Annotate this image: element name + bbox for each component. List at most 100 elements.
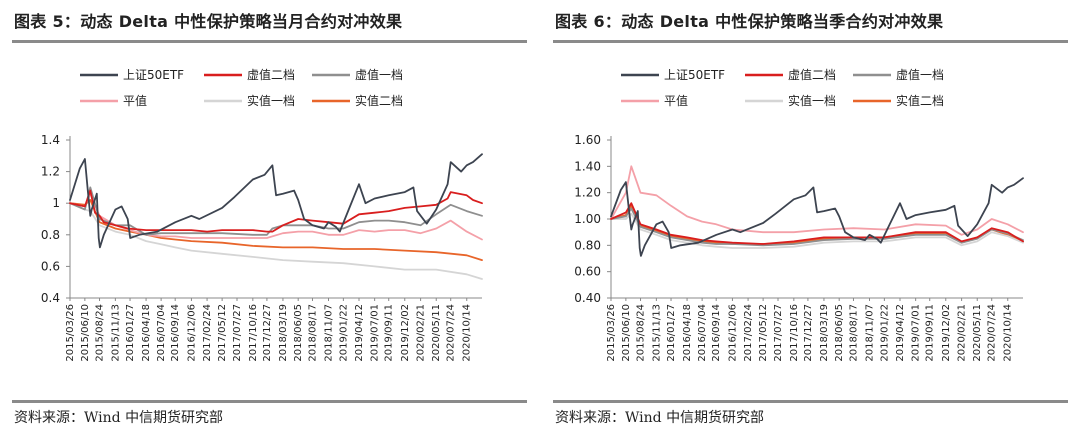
x-tick-label: 2019/01/22: [879, 304, 890, 362]
chart-title: 图表 5：动态 Delta 中性保护策略当月合约对冲效果: [14, 8, 402, 32]
x-tick-label: 2020/05/11: [972, 304, 983, 362]
legend-item: 上证50ETF: [621, 68, 725, 82]
x-tick-label: 2020/10/14: [1003, 304, 1014, 362]
y-tick-label: 1.20: [574, 186, 601, 200]
x-tick-label: 2017/02/24: [202, 304, 213, 362]
x-tick-label: 2015/08/24: [95, 304, 106, 362]
x-tick-label: 2019/09/11: [384, 304, 395, 362]
title-latin: Delta: [118, 12, 169, 31]
source-prefix: 资料来源：: [14, 410, 84, 426]
y-tick-label: 1.40: [574, 159, 601, 173]
x-tick-label: 2017/10/16: [248, 304, 259, 362]
x-tick-label: 2016/09/14: [170, 304, 181, 362]
y-tick-label: 0.80: [574, 238, 601, 252]
y-tick-label: 0.8: [41, 228, 60, 242]
series-line: [610, 177, 1024, 257]
x-tick-label: 2017/07/27: [232, 304, 243, 362]
source-wind: Wind: [625, 410, 662, 426]
x-tick-label: 2015/11/13: [651, 304, 662, 362]
x-tick-label: 2018/08/17: [848, 304, 859, 362]
series-line: [69, 153, 483, 249]
title-divider: [12, 40, 527, 43]
legend-label: 平值: [123, 93, 147, 108]
source-wind: Wind: [84, 410, 121, 426]
chart-panel-left: 图表 5：动态 Delta 中性保护策略当月合约对冲效果 上证50ETF 虚值二档…: [12, 0, 527, 434]
legend-item: 实值一档: [204, 93, 295, 108]
legend-item: 平值: [621, 93, 688, 108]
title-suffix: 中性保护策略当季合约对冲效果: [709, 12, 944, 31]
x-tick-label: 2018/11/07: [324, 304, 335, 362]
x-tick-label: 2019/07/01: [370, 304, 381, 362]
legend-label: 实值二档: [896, 93, 944, 108]
x-tick-label: 2016/07/04: [156, 304, 167, 362]
y-tick-label: 1.00: [574, 212, 601, 226]
legend-item: 实值二档: [853, 93, 944, 108]
x-tick-label: 2020/05/11: [431, 304, 442, 362]
legend-label: 上证50ETF: [664, 68, 725, 82]
x-tick-label: 2020/10/14: [462, 304, 473, 362]
y-tick-label: 0.4: [41, 291, 60, 305]
x-tick-label: 2015/11/13: [110, 304, 121, 362]
title-prefix: 图表 6：动态: [555, 12, 660, 31]
x-tick-label: 2018/11/07: [865, 304, 876, 362]
legend-item: 虚值一档: [853, 67, 944, 82]
legend-label: 虚值二档: [247, 67, 295, 82]
y-tick-label: 1.60: [574, 133, 601, 147]
x-tick-label: 2015/06/10: [621, 304, 632, 362]
x-tick-label: 2015/08/24: [636, 304, 647, 362]
legend-label: 虚值一档: [355, 67, 403, 82]
series-line: [69, 199, 483, 262]
x-tick-label: 2016/09/14: [711, 304, 722, 362]
source-prefix: 资料来源：: [555, 410, 625, 426]
legend-label: 平值: [664, 93, 688, 108]
source-org: 中信期货研究部: [666, 410, 765, 426]
y-tick-label: 1.4: [41, 133, 60, 147]
legend-label: 实值一档: [788, 93, 836, 108]
x-tick-label: 2019/12/02: [941, 304, 952, 362]
title-suffix: 中性保护策略当月合约对冲效果: [168, 12, 403, 31]
x-tick-label: 2016/12/06: [186, 304, 197, 362]
y-tick-label: 1: [52, 196, 60, 210]
x-tick-label: 2019/09/11: [925, 304, 936, 362]
x-tick-label: 2016/07/04: [697, 304, 708, 362]
legend-label: 实值二档: [355, 93, 403, 108]
x-tick-label: 2019/04/12: [895, 304, 906, 362]
source-note: 资料来源：Wind 中信期货研究部: [14, 407, 223, 427]
legend-label: 虚值一档: [896, 67, 944, 82]
x-tick-label: 2016/01/27: [125, 304, 136, 362]
x-tick-label: 2016/04/18: [682, 304, 693, 362]
series-line: [610, 202, 1024, 245]
x-tick-label: 2017/07/27: [773, 304, 784, 362]
legend-item: 虚值一档: [312, 67, 403, 82]
x-tick-label: 2020/07/24: [446, 304, 457, 362]
legend-item: 实值一档: [745, 93, 836, 108]
x-tick-label: 2017/10/16: [789, 304, 800, 362]
x-tick-label: 2015/03/26: [65, 304, 76, 362]
x-tick-label: 2018/06/05: [293, 304, 304, 362]
series-line: [69, 186, 483, 236]
series-line: [610, 212, 1024, 249]
chart-panel-right: 图表 6：动态 Delta 中性保护策略当季合约对冲效果 上证50ETF 虚值二档…: [553, 0, 1068, 434]
legend-item: 上证50ETF: [80, 68, 184, 82]
y-tick-label: 1.2: [41, 165, 60, 179]
legend-item: 平值: [80, 93, 147, 108]
x-tick-label: 2015/03/26: [606, 304, 617, 362]
x-tick-label: 2019/01/22: [338, 304, 349, 362]
x-tick-label: 2017/02/24: [743, 304, 754, 362]
source-note: 资料来源：Wind 中信期货研究部: [555, 407, 764, 427]
source-org: 中信期货研究部: [125, 410, 224, 426]
title-divider: [553, 40, 1068, 43]
title-latin: Delta: [659, 12, 710, 31]
x-tick-label: 2017/12/27: [803, 304, 814, 362]
legend-label: 虚值二档: [788, 67, 836, 82]
series-line: [610, 207, 1024, 247]
x-tick-label: 2019/12/02: [400, 304, 411, 362]
source-divider: [553, 400, 1068, 403]
x-tick-label: 2019/07/01: [911, 304, 922, 362]
x-tick-label: 2018/03/19: [278, 304, 289, 362]
x-tick-label: 2016/04/18: [141, 304, 152, 362]
x-tick-label: 2019/04/12: [354, 304, 365, 362]
series-line: [610, 165, 1024, 236]
x-tick-label: 2016/01/27: [666, 304, 677, 362]
